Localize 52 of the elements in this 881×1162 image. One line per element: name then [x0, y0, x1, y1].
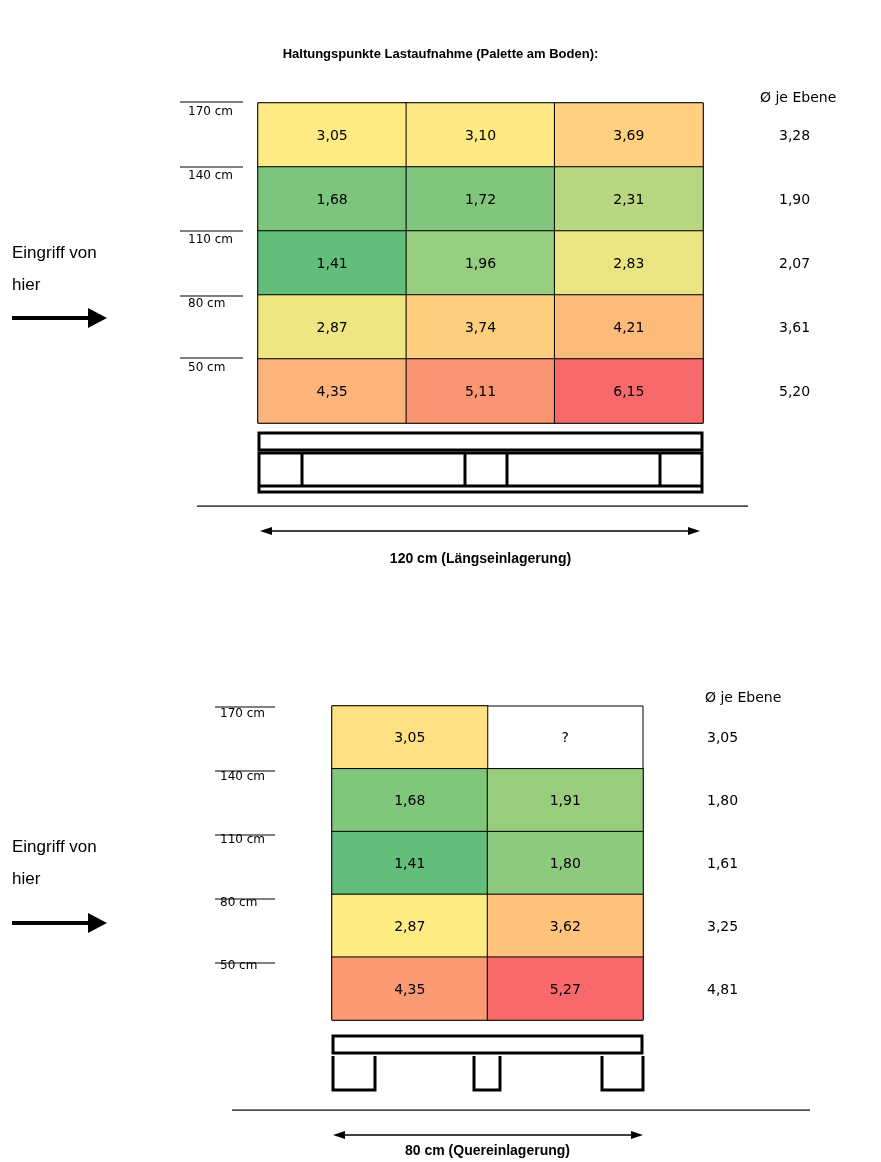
data-label: 3,05: [394, 729, 426, 746]
text: Eingriff von hier: [12, 836, 102, 888]
data-label: 1,68: [316, 191, 348, 207]
y-tick-label: 140 cm: [188, 168, 234, 182]
x-axis-title: 120 cm (Längseinlagerung): [389, 550, 572, 566]
y2-tick-label: 3,25: [707, 917, 739, 934]
data-label: 2,87: [394, 917, 426, 934]
data-label: 3,62: [549, 917, 581, 934]
data-label: 2,31: [613, 191, 645, 207]
data-label: 5,27: [549, 980, 581, 997]
y-tick-label: 80 cm: [188, 296, 226, 310]
data-label: 4,21: [613, 319, 645, 335]
y2-tick-label: 5,20: [779, 383, 811, 399]
data-label: 2,83: [613, 255, 645, 271]
y-tick-label: 110 cm: [220, 832, 266, 846]
y-tick-label: 80 cm: [220, 894, 258, 909]
data-label: 4,35: [316, 383, 348, 399]
y-tick-label: 170 cm: [220, 706, 266, 721]
y2-tick-label: 2,07: [779, 255, 811, 271]
y2-tick-label: 3,61: [779, 319, 811, 335]
y2-tick-label: 1,80: [707, 792, 739, 809]
data-label: 3,05: [316, 127, 348, 143]
y2-tick-label: 3,28: [779, 127, 811, 143]
y-tick-label: 140 cm: [220, 769, 266, 784]
y-tick-label: 50 cm: [220, 957, 258, 972]
y2-tick-label: 1,61: [707, 855, 739, 871]
data-label: 1,91: [549, 792, 581, 809]
data-label: 1,68: [394, 792, 426, 809]
data-label: 4,35: [394, 980, 426, 997]
x-axis-title: 80 cm (Quereinlagerung): [405, 1142, 570, 1158]
y-tick-label: 110 cm: [188, 232, 234, 246]
data-label: 3,10: [464, 127, 497, 143]
data-label: 1,96: [464, 255, 497, 271]
data-label: 5,11: [464, 383, 497, 399]
data-label: 1,72: [464, 191, 497, 207]
y2-tick-label: 1,90: [779, 191, 811, 207]
y2-tick-label: 4,81: [707, 980, 739, 997]
data-label: 3,74: [464, 319, 497, 335]
y2-tick-label: 3,05: [707, 729, 739, 746]
text: Eingriff von hier: [12, 242, 102, 294]
text: Ø je Ebene: [760, 89, 837, 105]
y-tick-label: 170 cm: [188, 104, 234, 118]
y-tick-label: 50 cm: [188, 360, 226, 374]
chart-title: Haltungspunkte Lastaufnahme (Palette am Boden):: [282, 46, 599, 61]
text: Ø je Ebene: [705, 689, 782, 705]
data-label: 1,41: [316, 255, 348, 271]
data-label: 3,69: [613, 127, 645, 143]
text: ?: [561, 729, 569, 746]
data-label: 2,87: [316, 319, 348, 335]
data-label: 6,15: [613, 383, 645, 399]
data-label: 1,80: [549, 855, 581, 871]
data-label: 1,41: [394, 855, 426, 871]
